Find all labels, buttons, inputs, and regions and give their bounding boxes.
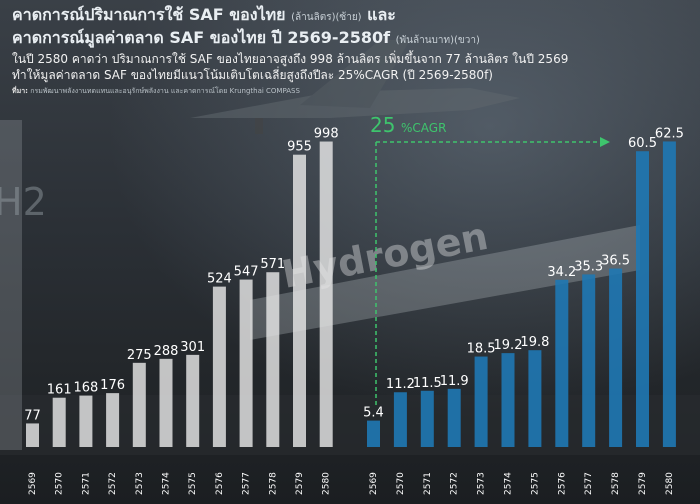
- volume-label-2572: 176: [100, 378, 125, 393]
- value-bar-2578: [609, 268, 623, 447]
- volume-label-2577: 547: [234, 265, 259, 280]
- volume-bar-2576: [212, 286, 226, 447]
- volume-bar-2572: [106, 393, 120, 447]
- volume-tick-2573: 2573: [135, 472, 145, 495]
- value-label-2571: 11.5: [413, 376, 442, 391]
- volume-label-2571: 168: [73, 381, 98, 396]
- volume-label-2570: 161: [47, 383, 72, 398]
- volume-bar-2573: [132, 362, 146, 447]
- value-bar-2577: [582, 274, 596, 447]
- value-label-2580: 62.5: [655, 126, 684, 141]
- volume-bar-2577: [239, 279, 253, 447]
- value-bar-2576: [555, 279, 569, 447]
- value-label-2574: 19.2: [494, 338, 523, 353]
- volume-tick-2572: 2572: [108, 472, 118, 495]
- airplane-icon: [190, 40, 520, 134]
- volume-bar-2580: [319, 141, 333, 448]
- hydrogen-sign-board: [250, 225, 640, 340]
- volume-tick-2569: 2569: [28, 472, 38, 495]
- volume-label-2580: 998: [314, 127, 339, 142]
- volume-tick-2575: 2575: [188, 472, 198, 495]
- cagr-value: 25: [370, 113, 395, 137]
- volume-label-2574: 288: [154, 344, 179, 359]
- volume-bar-2574: [159, 358, 173, 447]
- description-line-1: ในปี 2580 คาดว่า ปริมาณการใช้ SAF ของไทย…: [12, 52, 569, 66]
- volume-label-2569: 77: [24, 408, 41, 423]
- value-label-2576: 34.2: [547, 265, 576, 280]
- value-label-2579: 60.5: [628, 136, 657, 151]
- volume-bar-2571: [79, 395, 93, 447]
- volume-tick-2578: 2578: [268, 472, 278, 495]
- volume-bar-2578: [266, 272, 280, 447]
- source-text: กรมพัฒนาพลังงานทดแทนและอนุรักษ์พลังงาน แ…: [30, 87, 300, 95]
- title-value-unit: (พันล้านบาท)(ขวา): [395, 35, 480, 46]
- volume-tick-2580: 2580: [322, 472, 332, 495]
- title-line-2: คาดการณ์มูลค่าตลาด SAF ของไทย ปี 2569-25…: [12, 26, 480, 51]
- value-tick-2574: 2574: [504, 472, 514, 495]
- value-tick-2578: 2578: [611, 472, 621, 495]
- value-tick-2580: 2580: [665, 472, 675, 495]
- hydrogen-tank-shape: [0, 120, 22, 450]
- title-volume: คาดการณ์ปริมาณการใช้ SAF ของไทย: [12, 5, 286, 24]
- volume-bar-2569: [26, 423, 39, 447]
- value-label-2570: 11.2: [386, 377, 415, 392]
- value-tick-2569: 2569: [369, 472, 379, 495]
- value-bar-2570: [393, 392, 407, 447]
- volume-bar-2575: [186, 354, 200, 447]
- source-label: ที่มา:: [12, 87, 28, 95]
- value-label-2572: 11.9: [440, 374, 469, 389]
- volume-tick-2579: 2579: [295, 472, 305, 495]
- value-tick-2579: 2579: [638, 472, 648, 495]
- value-label-2575: 19.8: [520, 335, 549, 350]
- h2-background-text: H2: [0, 180, 47, 224]
- volume-tick-2571: 2571: [81, 472, 91, 495]
- title-value: คาดการณ์มูลค่าตลาด SAF ของไทย ปี 2569-25…: [12, 28, 391, 47]
- value-tick-2576: 2576: [557, 472, 567, 495]
- value-tick-2571: 2571: [423, 472, 433, 495]
- volume-bars: 77 2569 161 2570 168 2571 176 2572 275 2573 288 257…: [24, 127, 338, 495]
- value-label-2577: 35.3: [574, 259, 603, 274]
- value-tick-2570: 2570: [396, 472, 406, 495]
- volume-tick-2570: 2570: [55, 472, 65, 495]
- volume-tick-2574: 2574: [162, 472, 172, 495]
- value-label-2578: 36.5: [601, 254, 630, 269]
- value-bars: 5.4 2569 11.2 2570 11.5 2571 11.9 2572 18.5 2573 1…: [363, 126, 684, 495]
- value-tick-2577: 2577: [584, 472, 594, 495]
- volume-tick-2577: 2577: [242, 472, 252, 495]
- source-note: ที่มา: กรมพัฒนาพลังงานทดแทนและอนุรักษ์พล…: [12, 86, 300, 97]
- value-bar-2573: [474, 356, 488, 447]
- value-tick-2572: 2572: [450, 472, 460, 495]
- volume-label-2578: 571: [260, 257, 285, 272]
- cagr-arrow-icon: [600, 137, 610, 147]
- volume-label-2575: 301: [180, 340, 205, 355]
- value-bar-2574: [501, 353, 515, 447]
- cagr-unit: %CAGR: [401, 121, 446, 135]
- volume-bar-2579: [293, 154, 306, 447]
- volume-bar-2570: [52, 397, 66, 447]
- volume-label-2573: 275: [127, 348, 152, 363]
- volume-tick-2576: 2576: [215, 472, 225, 495]
- title-line-1: คาดการณ์ปริมาณการใช้ SAF ของไทย (ล้านลิต…: [12, 3, 396, 28]
- title-volume-unit: (ล้านลิตร)(ซ้าย): [291, 12, 362, 23]
- value-bar-2569: [367, 420, 380, 447]
- cagr-annotation: 25 %CAGR: [370, 113, 610, 408]
- volume-label-2576: 524: [207, 272, 232, 287]
- value-label-2569: 5.4: [363, 406, 384, 421]
- title-and: และ: [367, 5, 396, 24]
- value-bar-2580: [662, 141, 676, 447]
- volume-label-2579: 955: [287, 140, 312, 155]
- value-bar-2575: [528, 350, 542, 447]
- value-tick-2575: 2575: [530, 472, 540, 495]
- value-tick-2573: 2573: [477, 472, 487, 495]
- value-label-2573: 18.5: [467, 342, 496, 357]
- description-line-2: ทำให้มูลค่าตลาด SAF ของไทยมีแนวโน้มเติบโ…: [12, 68, 493, 82]
- value-bar-2579: [636, 151, 649, 447]
- value-bar-2572: [447, 388, 461, 447]
- value-bar-2571: [420, 390, 434, 447]
